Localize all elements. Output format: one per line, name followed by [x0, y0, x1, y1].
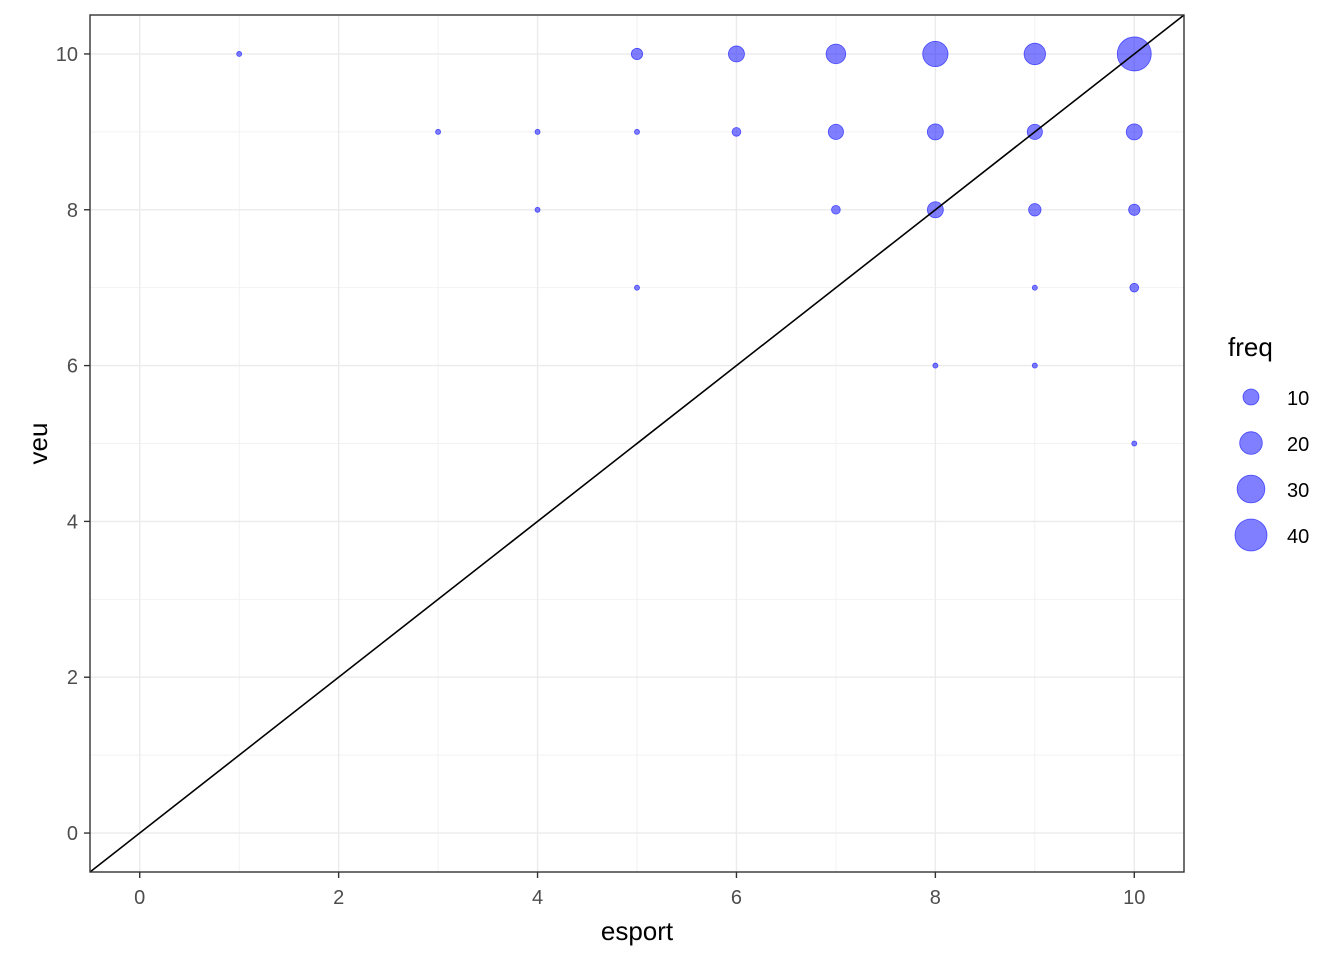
- legend-key-circle: [1242, 388, 1260, 406]
- data-point: [922, 40, 949, 68]
- identity-reference-line: [89, 14, 1185, 873]
- data-point: [1131, 440, 1138, 447]
- x-tick-label: 10: [1123, 887, 1145, 909]
- data-point: [1031, 362, 1038, 369]
- data-point: [534, 128, 541, 135]
- x-tick-label: 2: [333, 887, 344, 909]
- legend-key-circle: [1234, 518, 1268, 552]
- data-point: [1125, 123, 1143, 141]
- data-point: [634, 284, 640, 291]
- x-axis-title: esport: [601, 916, 674, 946]
- data-point: [731, 127, 742, 137]
- data-point: [1128, 203, 1141, 216]
- data-point: [831, 204, 841, 215]
- size-legend: freq 10 20 30 40: [1228, 332, 1309, 552]
- x-tick-label: 8: [930, 887, 941, 909]
- y-tick-label: 4: [67, 511, 78, 533]
- legend-key-circle: [1239, 431, 1263, 455]
- data-point: [630, 47, 644, 61]
- data-point: [236, 51, 243, 57]
- legend-key-circle: [1236, 474, 1266, 504]
- plot-panel: [89, 14, 1185, 873]
- legend-key-label: 30: [1287, 480, 1309, 502]
- data-point: [1028, 203, 1042, 217]
- data-point: [1129, 282, 1140, 293]
- y-tick-label: 2: [67, 667, 78, 689]
- data-point: [728, 45, 745, 63]
- legend-key-label: 20: [1287, 434, 1309, 456]
- legend-key-label: 40: [1287, 526, 1309, 548]
- x-axis: 0 2 4 6 8 10: [134, 872, 1145, 909]
- data-point: [827, 123, 844, 140]
- x-tick-label: 4: [532, 887, 543, 909]
- data-point: [932, 362, 939, 369]
- y-tick-label: 0: [67, 823, 78, 845]
- data-point: [435, 128, 442, 135]
- data-point: [1031, 284, 1038, 291]
- y-tick-label: 10: [56, 44, 78, 66]
- y-axis-title: veu: [23, 423, 53, 465]
- legend-key-label: 10: [1287, 388, 1309, 410]
- data-point: [926, 123, 944, 141]
- y-tick-label: 6: [67, 356, 78, 378]
- data-point: [825, 43, 847, 65]
- legend-keys: 10 20 30 40: [1234, 388, 1309, 552]
- data-point: [634, 128, 640, 135]
- legend-title: freq: [1228, 332, 1273, 362]
- data-point: [534, 206, 541, 213]
- major-gridlines: [90, 15, 1184, 872]
- data-points: [236, 36, 1152, 447]
- x-tick-label: 6: [731, 887, 742, 909]
- panel-border: [89, 14, 1185, 873]
- x-tick-label: 0: [134, 887, 145, 909]
- data-point: [1023, 42, 1046, 66]
- y-tick-label: 8: [67, 200, 78, 222]
- y-axis: 0 2 4 6 8 10: [56, 44, 90, 845]
